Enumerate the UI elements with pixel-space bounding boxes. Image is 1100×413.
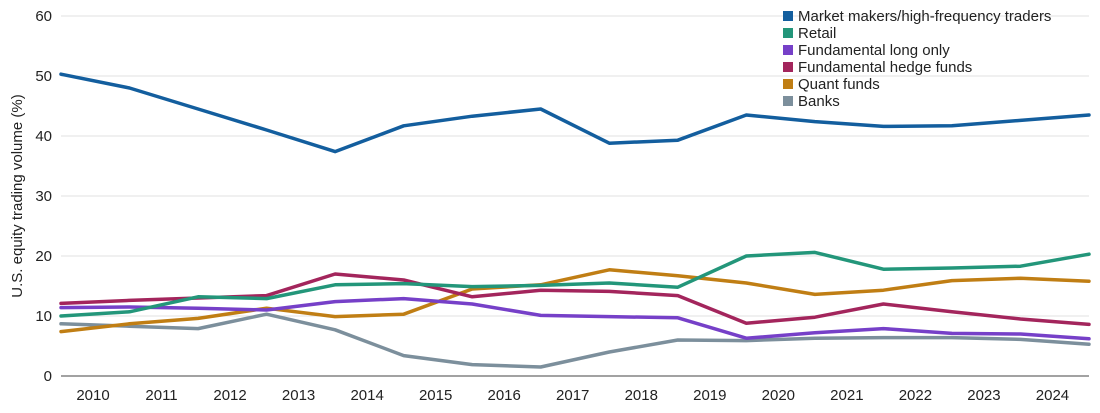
legend-label: Banks [798, 93, 840, 110]
x-tick-label: 2020 [762, 387, 795, 404]
y-tick-label: 60 [35, 8, 52, 25]
legend-swatch [783, 79, 793, 89]
series-line-fundamental-long-only [59, 296, 1091, 341]
y-tick-label: 30 [35, 188, 52, 205]
y-tick-label: 40 [35, 128, 52, 145]
series-line-market-makers-high-frequency-traders [59, 72, 1091, 154]
x-tick-label: 2014 [350, 387, 383, 404]
legend-swatch [783, 28, 793, 38]
y-tick-label: 20 [35, 248, 52, 265]
x-tick-label: 2022 [899, 387, 932, 404]
axes: 0 10 20 30 40 50 60 2010 2011 2012 2013 2014 2015 201… [9, 8, 1089, 404]
x-tick-label: 2017 [556, 387, 589, 404]
x-tick-label: 2023 [967, 387, 1000, 404]
y-axis-title: U.S. equity trading volume (%) [9, 94, 26, 297]
series-line-banks [59, 312, 1091, 369]
x-tick-label: 2019 [693, 387, 726, 404]
x-tick-label: 2018 [625, 387, 658, 404]
legend-label: Fundamental hedge funds [798, 59, 972, 76]
y-tick-label: 10 [35, 308, 52, 325]
x-tick-label: 2021 [830, 387, 863, 404]
legend-swatch [783, 11, 793, 21]
legend-swatch [783, 62, 793, 72]
x-tick-label: 2011 [145, 387, 177, 404]
x-tick-label: 2024 [1036, 387, 1069, 404]
series-line-quant-funds [59, 268, 1091, 334]
x-tick-label: 2013 [282, 387, 315, 404]
legend: Market makers/high-frequency tradersReta… [783, 8, 1051, 110]
gridlines [61, 15, 1089, 317]
legend-label: Quant funds [798, 76, 880, 93]
series-lines [59, 72, 1091, 369]
y-tick-label: 0 [44, 368, 52, 385]
x-tick-label: 2010 [76, 387, 109, 404]
x-tick-label: 2012 [213, 387, 246, 404]
legend-label: Market makers/high-frequency traders [798, 8, 1051, 25]
legend-label: Fundamental long only [798, 42, 950, 59]
x-tick-label: 2016 [488, 387, 521, 404]
series-line-retail [59, 250, 1091, 318]
x-tick-label: 2015 [419, 387, 452, 404]
legend-label: Retail [798, 25, 836, 42]
legend-swatch [783, 96, 793, 106]
legend-swatch [783, 45, 793, 55]
y-tick-label: 50 [35, 68, 52, 85]
